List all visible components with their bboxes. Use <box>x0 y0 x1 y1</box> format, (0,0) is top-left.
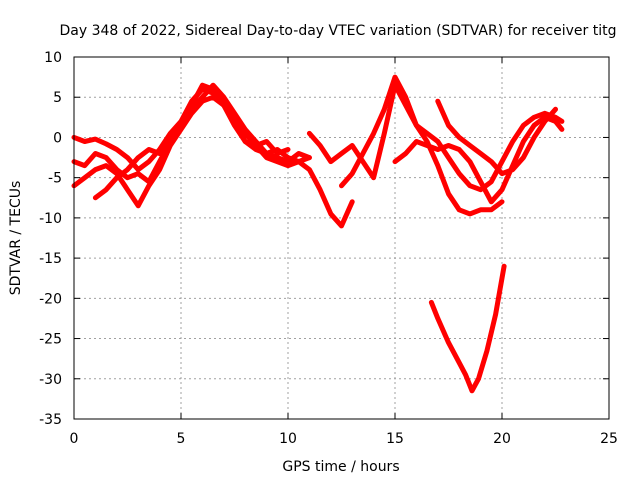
y-tick-label: -5 <box>48 171 62 187</box>
x-tick-label: 0 <box>70 431 79 447</box>
x-tick-label: 15 <box>386 431 404 447</box>
x-tick-label: 25 <box>600 431 618 447</box>
y-tick-label: -15 <box>39 251 62 267</box>
y-tick-label: -10 <box>39 211 62 227</box>
series-line-track-e <box>306 82 505 217</box>
y-axis-label: SDTVAR / TECUs <box>8 181 24 296</box>
grid <box>73 56 610 420</box>
x-tick-label: 5 <box>177 431 186 447</box>
x-axis-label: GPS time / hours <box>282 459 399 475</box>
y-tick-label: 10 <box>44 50 62 66</box>
series-line-track-d <box>92 82 291 201</box>
y-tick-label: 5 <box>53 90 62 106</box>
x-tick-label: 20 <box>493 431 511 447</box>
chart-title: Day 348 of 2022, Sidereal Day-to-day VTE… <box>60 23 617 39</box>
series-line-track-b <box>71 94 355 229</box>
series-line-track-i <box>428 263 507 394</box>
y-tick-label: 0 <box>53 130 62 146</box>
series-line-track-g <box>392 114 565 205</box>
x-tick-label: 10 <box>279 431 297 447</box>
series-line-track-h <box>435 98 558 177</box>
plot-frame <box>73 56 610 420</box>
tick-labels: 0 5 10 15 20 25 -35 -30 -25 -20 -15 -10 -5 0 5 10 <box>39 50 618 447</box>
y-tick-label: -20 <box>39 291 62 307</box>
y-tick-label: -30 <box>39 372 62 388</box>
series-group <box>71 74 565 394</box>
y-tick-label: -35 <box>39 412 62 428</box>
series-line-track-f <box>339 74 565 193</box>
y-tick-label: -25 <box>39 332 62 348</box>
